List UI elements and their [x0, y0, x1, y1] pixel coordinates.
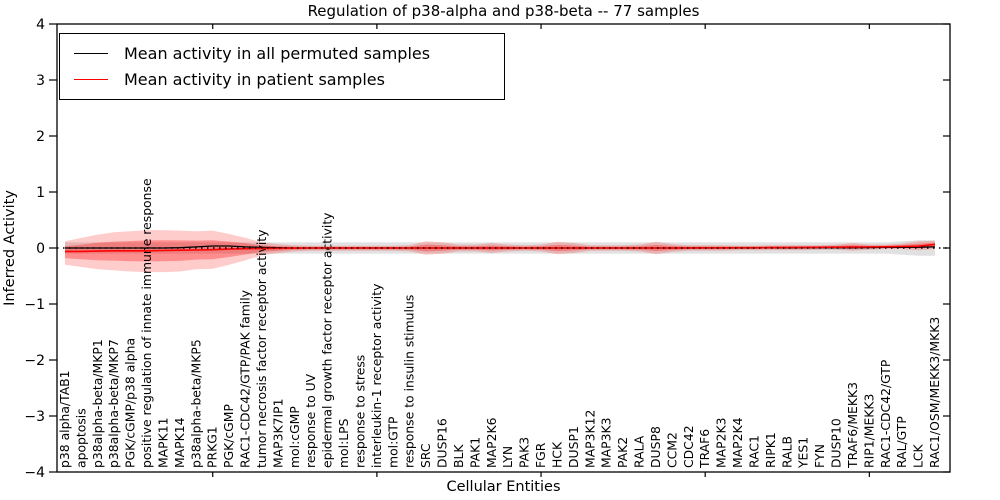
x-tick-label: SRC — [418, 443, 433, 468]
x-tick-label: MAP3K3 — [599, 417, 614, 468]
x-tick-label: RAC1 — [746, 435, 761, 468]
y-tick-label: −1 — [24, 297, 45, 313]
y-tick-label: 3 — [36, 73, 45, 89]
x-tick-label: CCM2 — [664, 432, 679, 468]
y-tick-label: 1 — [36, 185, 45, 201]
x-tick-label: RALA — [632, 435, 647, 468]
legend: Mean activity in all permuted samples Me… — [59, 33, 505, 100]
chart-title: Regulation of p38-alpha and p38-beta -- … — [307, 2, 700, 20]
x-tick-label: PRKG1 — [205, 426, 220, 468]
legend-entry-permuted: Mean activity in all permuted samples — [60, 40, 504, 66]
x-tick-label: mol:cGMP — [287, 406, 302, 468]
x-tick-label: RIPK1 — [763, 432, 778, 468]
x-tick-label: response to stress — [352, 355, 367, 468]
x-tick-label: BLK — [451, 444, 466, 468]
x-tick-label: RAC1-CDC42/GTP/PAK family — [238, 290, 253, 468]
y-tick-label: −3 — [24, 409, 45, 425]
x-tick-label: YES1 — [796, 437, 811, 469]
patient-line-swatch — [74, 78, 108, 80]
x-tick-label: FGR — [533, 442, 548, 468]
y-axis-label: Inferred Activity — [2, 190, 18, 306]
x-tick-label: MAP3K12 — [582, 410, 597, 468]
x-tick-label: PAK3 — [517, 437, 532, 468]
y-tick-label: 0 — [36, 241, 45, 257]
x-tick-label: DUSP16 — [435, 418, 450, 468]
x-tick-label: RAC1/OSM/MEKK3/MKK3 — [927, 317, 942, 468]
x-tick-label: MAP2K4 — [730, 417, 745, 468]
x-tick-label: epidermal growth factor receptor activit… — [320, 212, 335, 468]
y-tick-label: −4 — [24, 465, 45, 481]
x-tick-label: MAP2K3 — [714, 417, 729, 468]
legend-entry-patient: Mean activity in patient samples — [60, 66, 504, 92]
x-tick-label: RALB — [779, 436, 794, 468]
y-tick-label: −2 — [24, 353, 45, 369]
x-tick-label: apoptosis — [73, 408, 88, 468]
x-tick-label: p38alpha-beta/MKP5 — [188, 339, 203, 468]
x-tick-label: p38alpha-beta/MKP7 — [106, 339, 121, 468]
x-tick-label: p38alpha-beta/MKP1 — [90, 339, 105, 468]
x-tick-label: mol:LPS — [336, 418, 351, 468]
legend-label-patient: Mean activity in patient samples — [124, 69, 385, 89]
x-tick-label: mol:GTP — [385, 416, 400, 468]
patient-samples-std-inner-band — [65, 240, 935, 262]
patient-samples-std-band — [65, 230, 935, 273]
x-tick-label: MAPK11 — [155, 417, 170, 468]
x-tick-label: TRAF6/MEKK3 — [845, 382, 860, 469]
x-tick-label: p38 alpha/TAB1 — [57, 370, 72, 468]
x-tick-label: RIP1/MEKK3 — [861, 394, 876, 468]
x-axis-label: Cellular Entities — [446, 479, 561, 495]
permuted-line-swatch — [74, 52, 108, 54]
x-tick-label: CDC42 — [681, 425, 696, 468]
x-tick-label: MAP2K6 — [484, 417, 499, 468]
legend-label-permuted: Mean activity in all permuted samples — [124, 43, 431, 63]
y-tick-label: 2 — [36, 129, 45, 145]
y-tick-label: 4 — [36, 17, 45, 33]
x-tick-label: positive regulation of innate immune res… — [139, 178, 154, 468]
x-tick-label: response to insulin stimulus — [402, 295, 417, 468]
x-tick-label: DUSP8 — [648, 426, 663, 468]
x-tick-label: DUSP10 — [829, 418, 844, 468]
x-tick-label: LCK — [911, 443, 926, 468]
x-tick-label: FYN — [812, 444, 827, 468]
x-tick-label: TRAF6 — [697, 429, 712, 469]
x-tick-label: RAC1-CDC42/GTP — [878, 359, 893, 468]
x-tick-label: LYN — [500, 446, 515, 468]
x-tick-label: MAPK14 — [172, 417, 187, 468]
x-tick-label: PGK/cGMP — [221, 404, 236, 468]
x-tick-label: PAK2 — [615, 437, 630, 468]
x-tick-label: HCK — [549, 441, 564, 468]
x-tick-label: PGK/cGMP/p38 alpha — [123, 338, 138, 468]
x-tick-label: response to UV — [303, 373, 318, 468]
x-tick-label: RAL/GTP — [894, 416, 909, 468]
x-tick-label: DUSP1 — [566, 426, 581, 468]
x-tick-label: MAP3K7IP1 — [270, 398, 285, 468]
x-tick-label: interleukin-1 receptor activity — [369, 284, 384, 468]
x-tick-label: PAK1 — [467, 437, 482, 468]
x-tick-label: tumor necrosis factor receptor activity — [254, 229, 269, 468]
